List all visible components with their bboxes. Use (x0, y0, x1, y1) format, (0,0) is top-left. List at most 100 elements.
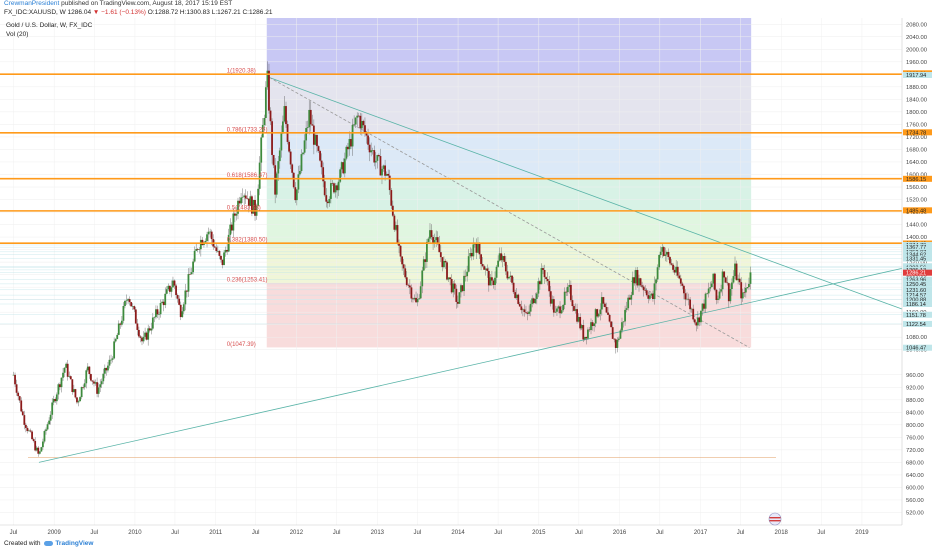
candle-body (638, 278, 640, 286)
candle-body (308, 109, 311, 128)
candle-body (568, 284, 571, 287)
candle-body (549, 291, 552, 304)
candle-body (469, 253, 472, 257)
candle (489, 274, 492, 286)
candle (512, 276, 515, 295)
candle (35, 445, 38, 452)
candle (320, 153, 323, 175)
candle (168, 285, 171, 295)
candle-body (390, 190, 393, 206)
ohlc-values: O:1288.72 H:1300.83 L:1267.21 C:1286.21 (147, 9, 273, 16)
candle (100, 378, 103, 389)
candle-body (529, 303, 532, 312)
candle-body (658, 255, 661, 268)
candle-body (319, 151, 321, 161)
candle (271, 118, 273, 164)
candle-body (735, 263, 738, 281)
candle (105, 367, 108, 376)
candle (18, 395, 21, 403)
candle (545, 276, 548, 283)
fib-level-label: 1(1920.38) (227, 69, 256, 75)
candle-body (108, 359, 111, 366)
trend-line (269, 77, 750, 348)
candle (272, 154, 275, 169)
candle-body (153, 317, 156, 318)
candle-body (515, 294, 518, 298)
candle (251, 194, 253, 217)
candle-body (501, 256, 504, 261)
candle (487, 267, 490, 292)
candle-body (142, 336, 145, 342)
candle-body (458, 292, 461, 304)
candle (470, 248, 473, 261)
candle (449, 277, 452, 286)
candle-body (54, 398, 57, 402)
footer: Created with TradingView (0, 538, 932, 550)
candle (176, 293, 179, 303)
candle-body (450, 278, 453, 293)
candle (340, 161, 343, 177)
candle (483, 264, 486, 270)
candle-body (560, 310, 563, 314)
candle (741, 288, 744, 302)
candle-body (377, 155, 380, 157)
candle-body (297, 174, 300, 190)
candle (31, 430, 33, 440)
tradingview-brand[interactable]: TradingView (55, 540, 94, 547)
candle (441, 257, 444, 272)
candle-body (645, 290, 648, 296)
candle-body (238, 200, 241, 204)
candle (622, 321, 625, 328)
price-tick-label: 840.00 (906, 410, 924, 416)
candle-body (539, 281, 541, 285)
horizontal-levels (0, 73, 902, 244)
candle-body (246, 198, 249, 200)
candle-body (199, 239, 202, 250)
candle-body (263, 117, 266, 125)
candle-body (49, 414, 52, 421)
price-marker-box (903, 296, 932, 303)
candle (74, 388, 77, 399)
candle (571, 295, 574, 312)
price-tick-label: 960.00 (906, 373, 924, 379)
candle-body (333, 183, 335, 193)
candle (717, 295, 719, 304)
candle (288, 140, 290, 153)
candle (223, 250, 225, 266)
candle-body (737, 278, 740, 281)
candle-body (26, 427, 29, 432)
candle (621, 317, 623, 334)
candle-body (230, 224, 233, 231)
candle-body (512, 282, 515, 293)
candle-body (184, 290, 187, 305)
candle-body (435, 237, 438, 241)
author-link[interactable]: CrewmanPresident (4, 0, 60, 7)
price-marker-box (903, 320, 932, 327)
price-marker-box (903, 175, 932, 182)
candle-body (464, 275, 467, 277)
price-marker-label: 1046.47 (906, 346, 926, 352)
time-tick-label: Jul (171, 530, 179, 536)
candle-body (14, 374, 16, 385)
candle-body (582, 325, 585, 340)
candle-body (648, 295, 651, 299)
candle (494, 271, 496, 291)
candle-body (548, 281, 551, 292)
cloud-icon (44, 540, 54, 546)
candle (371, 147, 374, 155)
price-marker-box (903, 276, 932, 283)
candle-body (571, 300, 574, 307)
candle-body (545, 277, 548, 280)
candle-body (577, 316, 580, 322)
candle-body (492, 280, 495, 286)
candle (746, 287, 749, 290)
candle-body (18, 396, 21, 401)
fib-zone (266, 74, 752, 133)
candle-body (127, 299, 129, 301)
candle-body (215, 247, 218, 252)
candle (232, 207, 235, 238)
candle (529, 300, 532, 317)
candle (568, 279, 571, 294)
candle (312, 119, 315, 155)
